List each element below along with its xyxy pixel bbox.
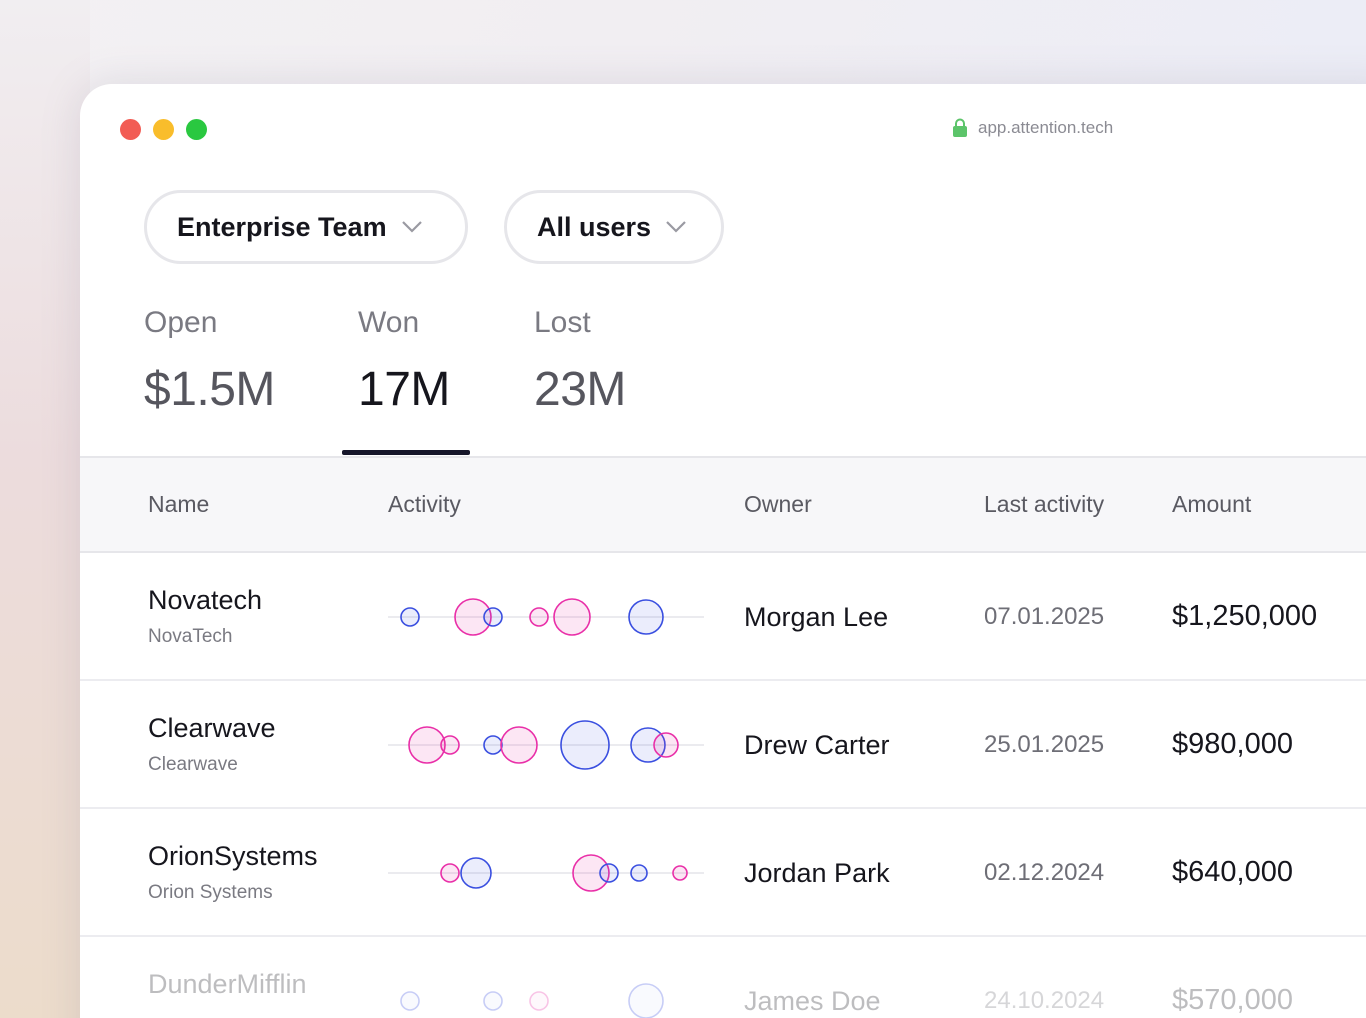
activity-timeline <box>388 720 704 770</box>
team-filter-dropdown[interactable]: Enterprise Team <box>144 190 468 264</box>
column-header-owner[interactable]: Owner <box>744 491 812 517</box>
deal-name-cell: DunderMifflin <box>148 969 307 1010</box>
deal-amount: $640,000 <box>1172 856 1293 888</box>
table-row[interactable]: DunderMifflin James Doe 24.10.2024 $570,… <box>80 937 1366 1018</box>
owner-name: Morgan Lee <box>744 602 889 632</box>
last-activity-date: 24.10.2024 <box>984 987 1105 1014</box>
column-header-last-activity[interactable]: Last activity <box>984 491 1105 517</box>
activity-timeline <box>388 854 704 892</box>
activity-bubble <box>400 607 420 627</box>
deal-name: DunderMifflin <box>148 969 307 999</box>
activity-timeline <box>388 598 704 636</box>
activity-bubble <box>630 864 648 882</box>
activity-bubble <box>599 863 619 883</box>
last-activity-date: 25.01.2025 <box>984 731 1105 758</box>
owner-name: Jordan Park <box>744 858 890 888</box>
activity-bubble <box>483 991 503 1011</box>
activity-bubble <box>500 726 538 764</box>
tab-open[interactable]: Open $1.5M <box>144 306 275 417</box>
deal-name-cell: OrionSystems Orion Systems <box>148 841 318 904</box>
activity-bubble <box>572 854 610 892</box>
window-controls <box>120 119 207 140</box>
activity-bubble <box>400 991 420 1011</box>
activity-bubble <box>628 599 664 635</box>
users-filter-dropdown[interactable]: All users <box>504 190 724 264</box>
table-row[interactable]: OrionSystems Orion Systems Jordan Park 0… <box>80 809 1366 937</box>
address-bar[interactable]: app.attention.tech <box>952 118 1113 138</box>
activity-bubble <box>483 607 503 627</box>
deal-name: OrionSystems <box>148 841 318 871</box>
company-name: Clearwave <box>148 754 238 775</box>
company-name: Orion Systems <box>148 882 273 903</box>
active-tab-indicator <box>342 450 470 455</box>
maximize-window-button[interactable] <box>186 119 207 140</box>
url-text: app.attention.tech <box>978 118 1114 137</box>
tab-open-label: Open <box>144 306 218 339</box>
tab-lost[interactable]: Lost 23M <box>534 306 626 417</box>
activity-bubble <box>672 865 688 881</box>
activity-bubble <box>529 607 549 627</box>
activity-bubble <box>408 726 446 764</box>
activity-bubble <box>440 735 460 755</box>
table-row[interactable]: Clearwave Clearwave Drew Carter 25.01.20… <box>80 681 1366 809</box>
last-activity-date: 02.12.2024 <box>984 859 1105 886</box>
owner-name: James Doe <box>744 986 881 1016</box>
deal-amount: $980,000 <box>1172 728 1293 760</box>
column-header-activity[interactable]: Activity <box>388 491 461 517</box>
activity-timeline <box>400 983 664 1018</box>
close-window-button[interactable] <box>120 119 141 140</box>
team-filter-label: Enterprise Team <box>177 211 387 242</box>
tab-won-label: Won <box>358 306 420 339</box>
column-header-amount[interactable]: Amount <box>1172 491 1252 517</box>
activity-bubble <box>483 735 503 755</box>
last-activity-date: 07.01.2025 <box>984 603 1105 630</box>
deal-name-cell: Novatech NovaTech <box>148 585 262 648</box>
deal-amount: $570,000 <box>1172 984 1293 1016</box>
deal-name: Novatech <box>148 585 263 615</box>
activity-bubble <box>553 598 591 636</box>
deal-name: Clearwave <box>148 713 276 743</box>
tab-won-value: 17M <box>358 363 450 416</box>
users-filter-label: All users <box>537 211 652 242</box>
tab-won[interactable]: Won 17M <box>358 306 450 417</box>
table-row[interactable]: Novatech NovaTech Morgan Lee 07.01.2025 … <box>80 553 1366 681</box>
background-gradient <box>0 0 90 1018</box>
deal-name-cell: Clearwave Clearwave <box>148 713 276 776</box>
minimize-window-button[interactable] <box>153 119 174 140</box>
chevron-down-icon <box>666 221 686 233</box>
activity-bubble <box>628 983 664 1018</box>
owner-name: Drew Carter <box>744 730 890 760</box>
company-name: NovaTech <box>148 626 233 647</box>
activity-bubble <box>653 732 679 758</box>
activity-bubble <box>454 598 492 636</box>
lock-icon <box>953 118 967 137</box>
tab-lost-label: Lost <box>534 306 591 339</box>
filter-bar: Enterprise Team All users <box>144 190 724 264</box>
tab-lost-value: 23M <box>534 363 626 416</box>
column-header-name[interactable]: Name <box>148 491 210 517</box>
activity-bubble <box>460 857 492 889</box>
chevron-down-icon <box>401 221 422 233</box>
table-header: Name Activity Owner Last activity Amount <box>80 456 1366 553</box>
browser-window: app.attention.tech Enterprise Team All u… <box>80 84 1366 1018</box>
tab-open-value: $1.5M <box>144 363 275 416</box>
deal-amount: $1,250,000 <box>1172 600 1318 632</box>
activity-bubble <box>560 720 610 770</box>
activity-bubble <box>529 991 549 1011</box>
activity-bubble <box>440 863 460 883</box>
